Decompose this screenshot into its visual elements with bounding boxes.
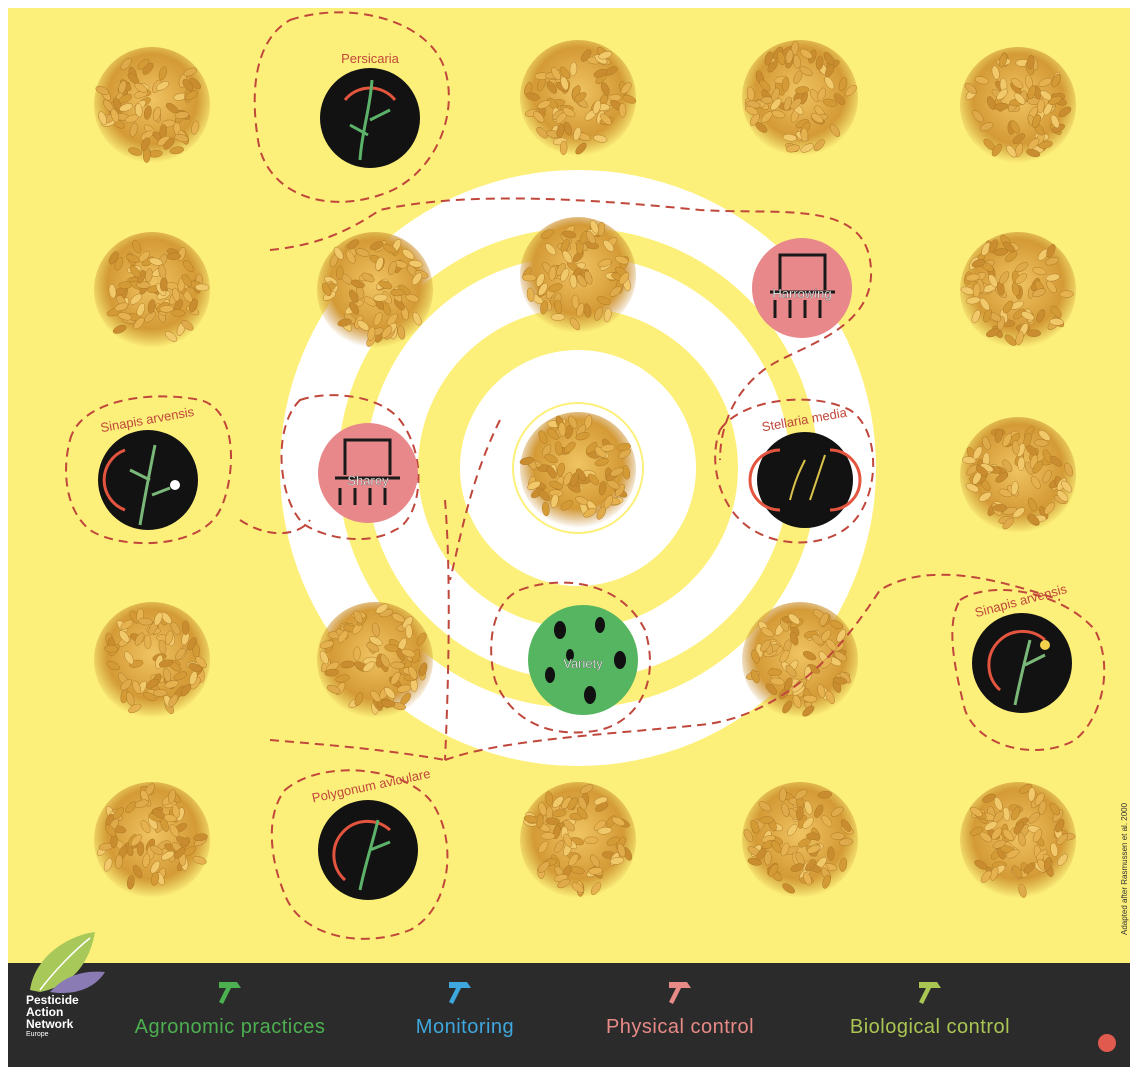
grain-pile bbox=[94, 602, 210, 718]
practice-label-variety: Variety bbox=[563, 656, 603, 671]
legend-label-biological: Biological control bbox=[849, 1016, 1011, 1038]
legend-label-physical: Physical control bbox=[605, 1016, 755, 1038]
grain-pile bbox=[960, 232, 1076, 348]
grain-pile bbox=[960, 782, 1076, 898]
hammer-icon bbox=[219, 982, 241, 1004]
weed-stellaria bbox=[748, 432, 862, 528]
logo-line-1: Pesticide bbox=[26, 993, 79, 1007]
grain-pile bbox=[742, 40, 858, 156]
practice-label-harrowing: Harrowing bbox=[772, 286, 831, 301]
grain-pile bbox=[520, 217, 636, 333]
grain-pile bbox=[317, 232, 433, 348]
practice-variety bbox=[528, 605, 638, 715]
publisher-badge bbox=[1098, 1034, 1116, 1052]
grain-pile bbox=[960, 417, 1076, 533]
legend-label-monitoring: Monitoring bbox=[415, 1016, 515, 1038]
grain-pile bbox=[742, 782, 858, 898]
grain-pile bbox=[519, 412, 636, 528]
hammer-icon bbox=[669, 982, 691, 1004]
sinapis-right-outline bbox=[951, 589, 1106, 751]
path-center-left bbox=[444, 499, 1061, 761]
logo-line-2: Action bbox=[26, 1005, 64, 1019]
legend-bar bbox=[8, 963, 1130, 1067]
logo-line-3: Network bbox=[26, 1017, 74, 1031]
pan-europe-logo bbox=[30, 932, 105, 994]
grain-pile bbox=[94, 232, 210, 348]
hammer-icon bbox=[449, 982, 471, 1004]
practice-harrowing bbox=[752, 238, 852, 338]
grain-pile bbox=[94, 47, 210, 163]
grain-pile bbox=[742, 602, 858, 718]
weed-sinapis-left bbox=[98, 430, 198, 530]
persicaria-outline bbox=[253, 11, 450, 203]
grain-pile bbox=[960, 47, 1076, 163]
path-variety bbox=[449, 419, 651, 734]
practice-label-sharey: Sharey bbox=[347, 473, 389, 488]
weed-persicaria bbox=[320, 68, 420, 168]
sharey-outline bbox=[239, 394, 420, 541]
logo-text: Pesticide Action Network Europe bbox=[26, 994, 79, 1039]
grain-pile bbox=[317, 602, 433, 718]
stellaria-outline bbox=[714, 398, 875, 544]
legend-biological: Biological control bbox=[830, 972, 1030, 1052]
hammer-icon bbox=[919, 982, 941, 1004]
practice-sharey bbox=[318, 423, 418, 523]
legend-monitoring: Monitoring bbox=[390, 972, 540, 1052]
logo-line-4: Europe bbox=[26, 1031, 49, 1038]
legend-agronomic: Agronomic practices bbox=[120, 972, 340, 1052]
weed-polygonum bbox=[318, 800, 418, 900]
grain-piles bbox=[94, 40, 1076, 898]
grain-pile bbox=[94, 782, 210, 898]
weed-sinapis-right bbox=[972, 613, 1072, 713]
legend-physical: Physical control bbox=[590, 972, 770, 1052]
grain-pile bbox=[520, 40, 637, 156]
polygonum-outline bbox=[270, 769, 449, 940]
sinapis-left-outline bbox=[65, 395, 232, 545]
path-bottom bbox=[269, 739, 446, 761]
grain-pile bbox=[520, 782, 636, 898]
weed-label-persicaria: Persicaria bbox=[341, 51, 400, 66]
legend-label-agronomic: Agronomic practices bbox=[134, 1016, 326, 1038]
dashed-paths bbox=[65, 11, 1106, 940]
credit-text: Adapted after Rasmussen et al. 2000 bbox=[1120, 802, 1129, 935]
